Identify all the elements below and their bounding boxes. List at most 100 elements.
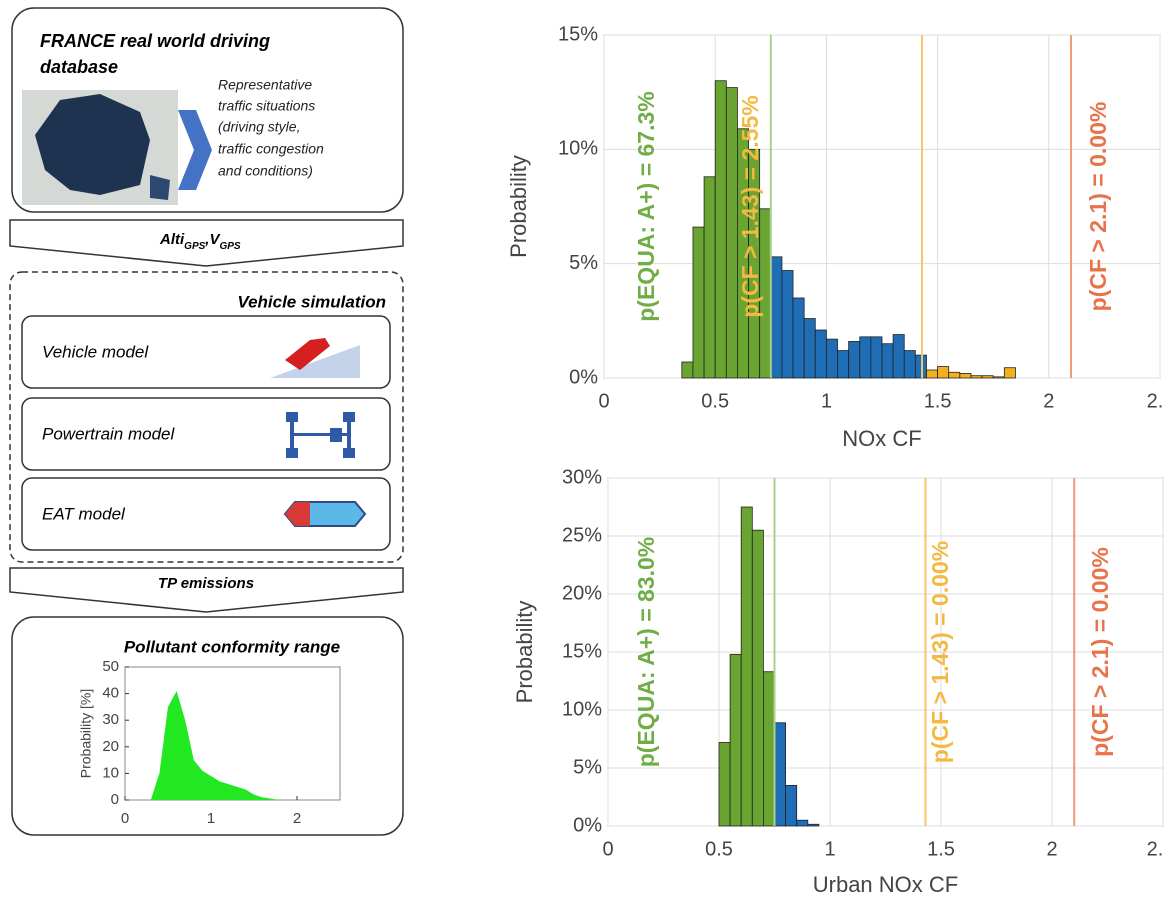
bar xyxy=(937,366,950,379)
plot-area xyxy=(603,34,1161,379)
arrow xyxy=(9,219,404,267)
y-tick-label: 5% xyxy=(573,756,602,778)
bar xyxy=(718,742,731,827)
x-tick-label: 0 xyxy=(121,810,129,827)
bar xyxy=(970,375,983,379)
y-tick-label: 10 xyxy=(102,764,119,781)
bar xyxy=(763,671,775,827)
y-tick-label: 20 xyxy=(102,738,119,755)
bar xyxy=(781,270,794,379)
map-france xyxy=(35,94,150,195)
arrow-label-part: ,V xyxy=(204,231,221,248)
y-axis-label: Probability xyxy=(506,155,531,258)
bar xyxy=(785,785,798,827)
chevron xyxy=(178,110,212,190)
y-tick-label: 30% xyxy=(562,466,602,488)
bar xyxy=(796,819,809,827)
y-tick-label: 10% xyxy=(558,138,598,160)
y-tick-label: 15% xyxy=(558,23,598,45)
database-title: FRANCE real world driving xyxy=(40,31,270,51)
bar xyxy=(774,722,787,827)
y-tick-label: 25% xyxy=(562,524,602,546)
bar xyxy=(814,329,827,379)
eat-icon-hot xyxy=(285,502,310,526)
x-tick-label: 0 xyxy=(598,390,609,412)
annotation: p(CF > 2.1) = 0.00% xyxy=(1085,102,1111,312)
y-tick-label: 15% xyxy=(562,640,602,662)
annotation: p(CF > 1.43) = 0.00% xyxy=(927,541,953,763)
model-label: Powertrain model xyxy=(42,424,176,443)
y-tick-label: 50 xyxy=(102,658,119,675)
database-note: Representative xyxy=(218,77,312,93)
y-tick-label: 5% xyxy=(569,252,598,274)
bar xyxy=(892,334,905,379)
x-axis-label: Urban NOx CF xyxy=(813,872,958,897)
y-tick-label: 10% xyxy=(562,698,602,720)
x-tick-label: 2 xyxy=(1043,390,1054,412)
arrow-label-sub: GPS xyxy=(184,241,205,252)
bar xyxy=(914,354,927,379)
annotation: p(CF > 2.1) = 0.00% xyxy=(1087,547,1113,757)
car-icon xyxy=(285,338,330,370)
y-tick-label: 40 xyxy=(102,685,119,702)
bar xyxy=(792,297,805,379)
x-tick-label: 1.5 xyxy=(924,390,952,412)
y-tick-label: 0% xyxy=(573,814,602,836)
x-tick-label: 2. xyxy=(1147,838,1164,860)
bar xyxy=(981,375,994,379)
database-title: database xyxy=(40,57,118,77)
bar xyxy=(881,343,894,379)
bar xyxy=(714,80,727,379)
arrow-label-part: Alti xyxy=(159,231,185,248)
x-tick-label: 1 xyxy=(207,810,215,827)
bar xyxy=(751,529,764,827)
annotation: p(CF > 1.43) = 2.55% xyxy=(737,95,763,317)
bar xyxy=(837,350,850,379)
bar xyxy=(826,338,838,379)
x-tick-label: 1 xyxy=(821,390,832,412)
x-tick-label: 1 xyxy=(824,838,835,860)
result-title: Pollutant conformity range xyxy=(124,637,340,656)
bar xyxy=(948,371,961,379)
bar xyxy=(859,336,872,379)
bar xyxy=(1003,367,1016,379)
bar xyxy=(870,336,883,379)
bar xyxy=(848,341,861,379)
bar xyxy=(959,373,972,379)
arrow-label: TP emissions xyxy=(158,575,254,592)
bar xyxy=(807,823,820,827)
map-corsica xyxy=(150,175,170,200)
model-label: EAT model xyxy=(42,504,126,523)
database-note: and conditions) xyxy=(218,163,313,179)
arrow xyxy=(9,567,404,613)
database-note: traffic congestion xyxy=(218,141,324,157)
y-tick-label: 0 xyxy=(111,791,119,808)
x-tick-label: 1.5 xyxy=(927,838,955,860)
bar xyxy=(740,506,753,827)
bar xyxy=(903,350,916,379)
simulation-title: Vehicle simulation xyxy=(237,292,386,311)
model-label: Vehicle model xyxy=(42,342,149,361)
bar xyxy=(703,176,716,379)
bar xyxy=(681,361,694,379)
bar xyxy=(692,226,705,379)
model-box xyxy=(21,477,391,551)
bar xyxy=(803,318,816,379)
slope-icon xyxy=(270,345,360,378)
bar xyxy=(992,376,1005,379)
plot-area xyxy=(124,666,341,801)
bar xyxy=(725,87,738,379)
x-tick-label: 2 xyxy=(1046,838,1057,860)
annotation: p(EQUA: A+) = 83.0% xyxy=(633,537,659,767)
x-tick-label: 0 xyxy=(602,838,613,860)
y-tick-label: 30 xyxy=(102,711,119,728)
arrow-label-sub: GPS xyxy=(219,241,240,252)
x-tick-label: 2. xyxy=(1147,390,1164,412)
bar xyxy=(770,256,783,379)
powertrain-icon xyxy=(286,412,355,458)
y-axis-label: Probability [%] xyxy=(78,689,94,778)
arrow-label: AltiGPS,VGPS xyxy=(159,231,241,252)
y-tick-label: 20% xyxy=(562,582,602,604)
bar xyxy=(729,653,742,827)
